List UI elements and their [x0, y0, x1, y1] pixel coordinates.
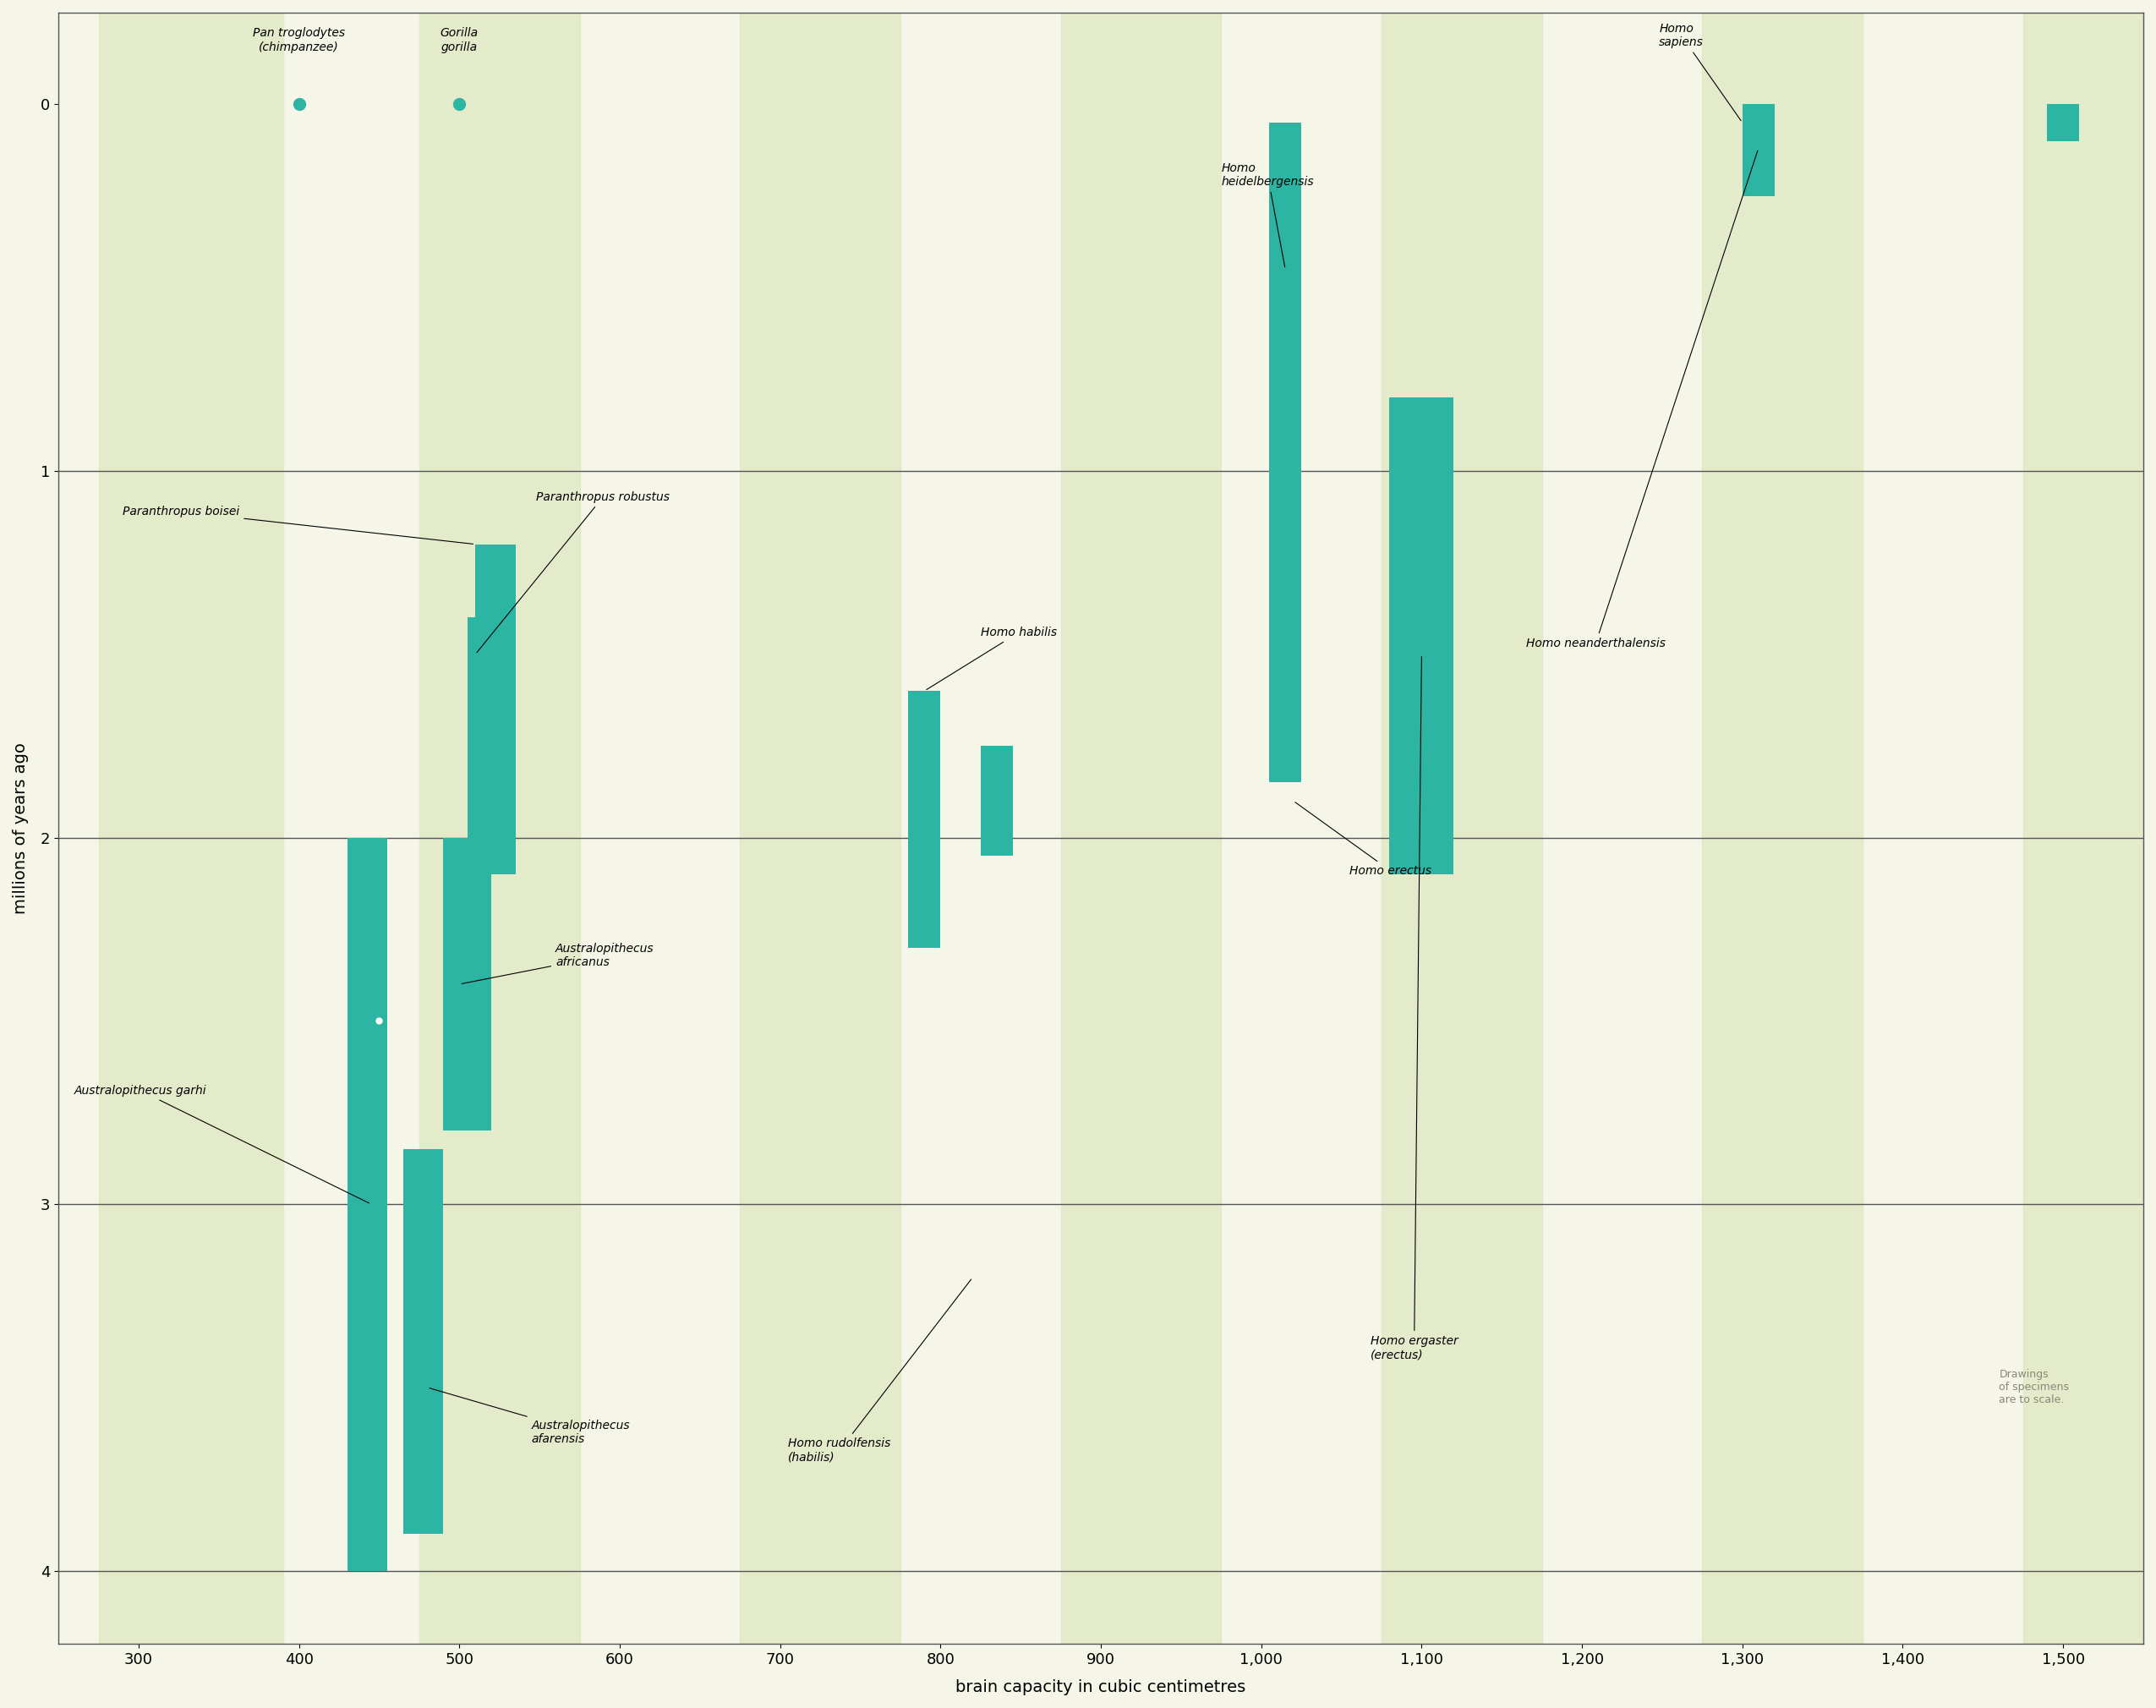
Text: Australopithecus garhi: Australopithecus garhi [75, 1085, 369, 1202]
Text: Homo ergaster
(erectus): Homo ergaster (erectus) [1371, 656, 1457, 1361]
Bar [1270, 123, 1302, 782]
Bar [1391, 398, 1453, 874]
Bar [1703, 12, 1863, 1645]
Bar [2046, 104, 2078, 142]
Bar [1061, 12, 1220, 1645]
Bar [99, 12, 282, 1645]
Text: Homo neanderthalensis: Homo neanderthalensis [1526, 150, 1757, 649]
Text: Drawings
of specimens
are to scale.: Drawings of specimens are to scale. [1999, 1370, 2070, 1406]
Text: Homo rudolfensis
(habilis): Homo rudolfensis (habilis) [789, 1279, 970, 1464]
Bar [347, 1131, 388, 1571]
Text: Homo erectus: Homo erectus [1296, 803, 1432, 876]
Text: Homo
heidelbergensis: Homo heidelbergensis [1220, 162, 1313, 266]
Text: Paranthropus robustus: Paranthropus robustus [476, 490, 671, 652]
X-axis label: brain capacity in cubic centimetres: brain capacity in cubic centimetres [955, 1679, 1246, 1696]
Text: Australopithecus
afarensis: Australopithecus afarensis [429, 1389, 630, 1445]
Bar [1382, 12, 1542, 1645]
Text: Homo habilis: Homo habilis [927, 627, 1056, 690]
Bar [981, 746, 1013, 856]
Text: Homo
sapiens: Homo sapiens [1658, 22, 1742, 121]
Bar [908, 692, 940, 948]
Bar [468, 618, 507, 837]
Bar [1270, 142, 1302, 379]
Bar [356, 1021, 388, 1515]
Bar [418, 12, 580, 1645]
Bar [347, 837, 388, 1204]
Bar [1742, 104, 1774, 196]
Text: Gorilla
gorilla: Gorilla gorilla [440, 27, 479, 53]
Bar [2022, 12, 2143, 1645]
Text: Australopithecus
africanus: Australopithecus africanus [461, 943, 653, 984]
Text: Pan troglodytes
(chimpanzee): Pan troglodytes (chimpanzee) [252, 27, 345, 53]
Bar [476, 545, 515, 874]
Y-axis label: millions of years ago: millions of years ago [13, 743, 28, 914]
Bar [740, 12, 901, 1645]
Text: Paranthropus boisei: Paranthropus boisei [123, 506, 472, 545]
Bar [403, 1149, 444, 1534]
Bar [444, 837, 492, 1131]
